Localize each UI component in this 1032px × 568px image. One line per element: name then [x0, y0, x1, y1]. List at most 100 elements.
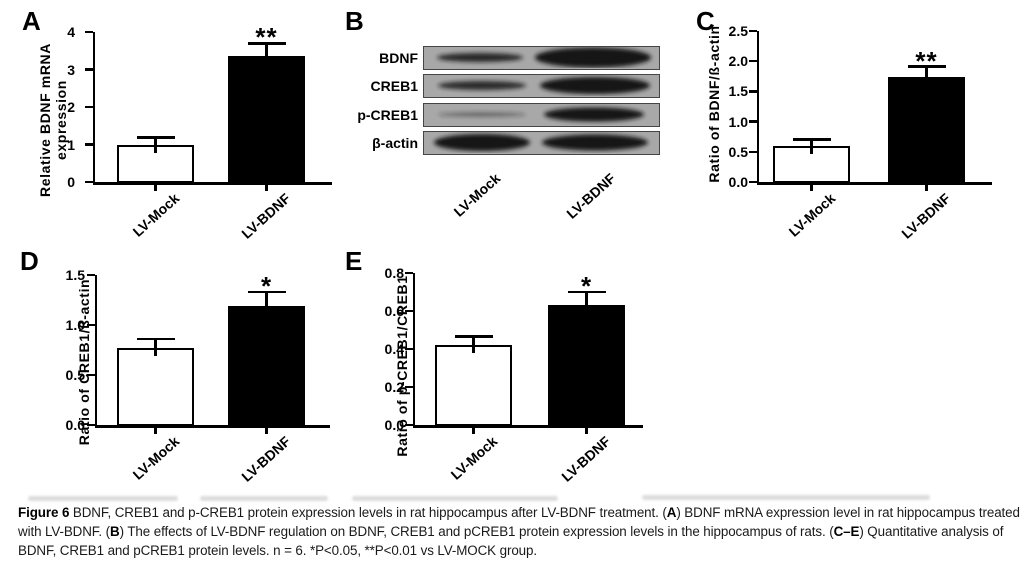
y-tick-label: 4	[67, 24, 75, 40]
y-tick	[404, 385, 413, 389]
error-bar-lv-bdnf	[585, 292, 588, 314]
x-tick	[810, 184, 813, 191]
x-axis	[756, 182, 992, 185]
x-axis	[412, 425, 643, 428]
y-tick-label: 0.6	[384, 303, 404, 319]
y-axis-label: Ratio of BDNF/ß-actin	[706, 25, 722, 183]
y-tick	[748, 59, 757, 63]
blot-strip--actin	[423, 131, 660, 155]
y-tick-label: 1.5	[65, 267, 85, 283]
y-tick	[86, 273, 95, 277]
significance-label: **	[255, 22, 278, 53]
error-bar-lv-mock	[472, 336, 475, 354]
scan-artifact	[200, 496, 328, 501]
x-category-label-lv-mock: LV-Mock	[447, 433, 501, 483]
y-tick	[748, 29, 757, 33]
scan-artifact	[642, 495, 930, 500]
scan-artifact	[28, 496, 178, 501]
blot-row-label-bdnf: BDNF	[379, 50, 418, 66]
x-category-label-lv-mock: LV-Mock	[785, 190, 839, 240]
y-axis	[92, 32, 95, 185]
panel-label-d: D	[20, 246, 39, 276]
y-tick-label: 1.5	[728, 83, 748, 100]
x-tick	[154, 184, 157, 191]
y-tick-label: 0.8	[384, 265, 404, 281]
error-cap-lv-mock	[454, 335, 493, 338]
bar-lv-mock	[117, 348, 194, 426]
bar-lv-bdnf	[228, 306, 305, 426]
y-tick-label: 0.0	[384, 417, 404, 433]
y-axis	[94, 275, 97, 428]
error-bar-lv-bdnf	[925, 66, 928, 85]
figure-caption: Figure 6 BDNF, CREB1 and p-CREB1 protein…	[18, 505, 1020, 558]
y-tick-label: 1.0	[728, 113, 748, 130]
y-tick-label: 2.5	[728, 23, 748, 39]
x-tick	[265, 184, 268, 191]
x-category-label-lv-mock: LV-Mock	[129, 190, 183, 240]
x-category-label-lv-bdnf: LV-BDNF	[558, 433, 614, 485]
significance-label: *	[260, 271, 273, 301]
y-tick	[84, 105, 93, 109]
y-tick	[748, 180, 757, 184]
panel-label-e: E	[345, 246, 363, 276]
y-tick	[86, 373, 95, 377]
blot-strip-bdnf	[423, 46, 660, 70]
y-tick	[404, 423, 413, 427]
error-bar-lv-mock	[154, 137, 157, 153]
x-tick	[585, 427, 588, 434]
x-tick	[472, 427, 475, 434]
error-cap-lv-bdnf	[907, 65, 946, 68]
y-tick-label: 0.5	[65, 367, 85, 383]
y-tick-label: 2	[67, 99, 75, 115]
x-category-label-lv-bdnf: LV-BDNF	[238, 190, 294, 242]
y-axis	[412, 273, 415, 428]
error-bar-lv-mock	[154, 339, 157, 356]
x-axis	[94, 425, 330, 428]
error-cap-lv-bdnf	[247, 42, 286, 45]
error-cap-lv-bdnf	[247, 290, 286, 294]
y-tick	[404, 271, 413, 275]
y-tick	[404, 309, 413, 313]
blot-row-label-creb1: CREB1	[370, 78, 418, 94]
significance-label: **	[915, 45, 938, 76]
error-cap-lv-mock	[136, 136, 175, 139]
y-tick	[84, 68, 93, 71]
blot-bands-svg	[438, 77, 650, 94]
y-axis	[756, 31, 759, 185]
x-tick	[265, 427, 268, 434]
blot-row-label--actin: β-actin	[372, 135, 418, 151]
y-axis-label: Ratio of CREB1/ß-actin	[76, 278, 92, 446]
bar-lv-bdnf	[548, 305, 625, 426]
blot-bands-svg	[434, 134, 648, 151]
error-bar-lv-bdnf	[265, 292, 268, 314]
y-tick-label: 0.5	[728, 143, 748, 160]
bar-lv-mock	[435, 345, 512, 426]
y-tick-label: 0.0	[65, 417, 85, 433]
y-tick-label: 1	[67, 136, 75, 153]
y-tick	[748, 120, 757, 123]
x-tick	[925, 184, 928, 191]
y-tick-label: 1.0	[65, 317, 85, 333]
y-tick-label: 0.2	[384, 379, 404, 395]
y-axis-label: Relative BDNF mRNA expression	[37, 43, 69, 197]
panel-label-b: B	[345, 6, 364, 36]
blot-strip-creb1	[423, 74, 660, 98]
y-tick-label: 0.0	[728, 174, 748, 190]
x-axis	[92, 182, 332, 185]
y-axis-label: Ratio of p-CREB1/CREB1	[394, 275, 410, 457]
blot-strip-p-creb1	[423, 103, 660, 127]
y-tick	[84, 30, 93, 34]
y-tick-label: 2.0	[728, 53, 748, 70]
blot-bands-svg	[438, 107, 644, 122]
y-tick	[748, 150, 757, 154]
x-tick	[154, 427, 157, 434]
y-tick	[84, 143, 93, 146]
error-bar-lv-mock	[810, 139, 813, 154]
error-bar-lv-bdnf	[265, 43, 268, 65]
x-category-label-lv-mock: LV-Mock	[129, 433, 183, 483]
y-tick	[86, 423, 95, 427]
error-cap-lv-bdnf	[567, 290, 606, 294]
panel-label-c: C	[696, 6, 715, 36]
blot-bands-svg	[437, 47, 651, 68]
blot-row-label-p-creb1: p-CREB1	[357, 107, 418, 123]
